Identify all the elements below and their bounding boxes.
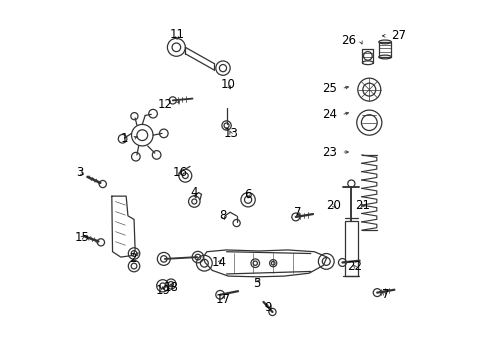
Text: 27: 27 [390,29,405,42]
Text: 19: 19 [155,284,170,297]
Text: 15: 15 [75,231,90,244]
Text: 17: 17 [215,293,230,306]
Text: 5: 5 [253,278,260,291]
Text: 18: 18 [163,281,178,294]
Text: 20: 20 [325,199,340,212]
Text: 25: 25 [322,82,336,95]
Text: 3: 3 [77,166,84,179]
Text: 1: 1 [120,132,128,145]
Text: 24: 24 [322,108,336,121]
Text: 4: 4 [190,186,198,199]
Text: 14: 14 [211,256,226,269]
Text: 7: 7 [293,206,301,219]
Text: 12: 12 [158,98,172,111]
Text: 13: 13 [223,127,238,140]
Text: 9: 9 [264,301,271,314]
Text: 8: 8 [219,210,226,222]
Ellipse shape [378,55,390,59]
Text: 16: 16 [172,166,187,179]
Text: 6: 6 [244,188,251,201]
Text: 7: 7 [381,288,388,301]
Text: 2: 2 [129,252,137,265]
Text: 22: 22 [347,260,362,273]
Text: 10: 10 [221,78,235,91]
Text: 21: 21 [355,199,369,212]
Text: 23: 23 [322,145,336,158]
Text: 26: 26 [341,34,356,48]
Text: 11: 11 [169,28,184,41]
Bar [344,221,357,276]
